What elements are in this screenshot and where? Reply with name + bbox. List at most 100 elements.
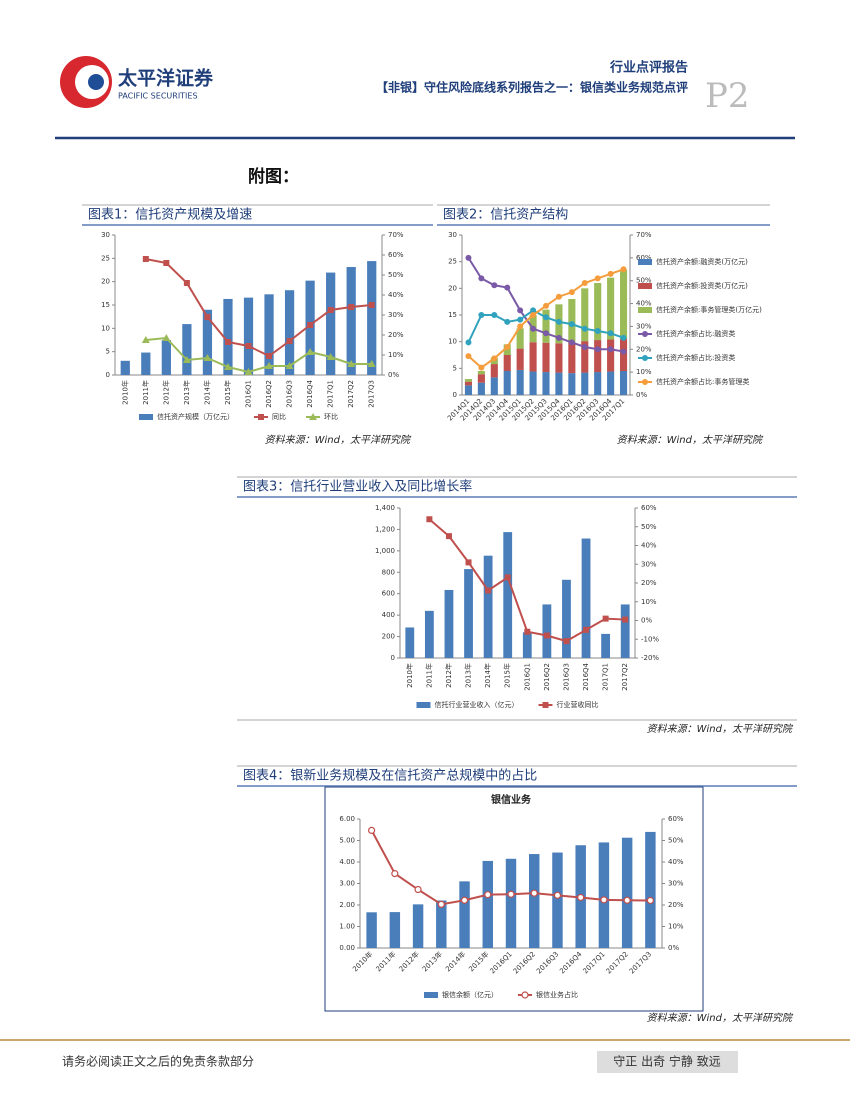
point — [517, 316, 524, 323]
chart-frame — [324, 786, 704, 1012]
point — [182, 356, 191, 363]
y2-tick-label: 0% — [668, 944, 679, 952]
y2-tick-label: 30% — [388, 311, 404, 319]
point — [622, 616, 629, 623]
y2-tick-label: -10% — [641, 635, 659, 643]
x-tick-label: 2013年 — [182, 380, 191, 405]
page-number: P2 — [705, 76, 750, 116]
bar — [284, 290, 295, 375]
bar — [483, 555, 493, 658]
y2-tick-label: 20% — [388, 331, 404, 339]
line — [428, 518, 626, 643]
point — [568, 321, 575, 328]
x-tick-label: 2010年 — [351, 949, 375, 973]
point — [543, 314, 549, 321]
y-tick-label: 0 — [106, 371, 110, 379]
x-tick-label: 2017Q2 — [347, 380, 355, 408]
point — [594, 328, 601, 334]
y-tick-label: 15 — [448, 311, 457, 319]
point — [141, 336, 150, 343]
bar — [607, 339, 615, 372]
bar — [542, 342, 550, 373]
y2-tick-label: -20% — [641, 654, 659, 662]
bar — [405, 627, 415, 658]
point — [203, 354, 212, 361]
x-tick-label: 2015年 — [503, 663, 512, 688]
legend-label: 环比 — [324, 412, 338, 421]
x-tick-label: 2013年 — [420, 949, 444, 973]
bar — [464, 385, 473, 395]
legend-label: 信托资产余额:融资类(万亿元) — [656, 257, 748, 266]
legend-swatch — [139, 414, 153, 420]
x-tick-label: 2017Q1 — [581, 950, 606, 975]
point — [620, 334, 627, 341]
x-tick-label: 2015年 — [223, 380, 232, 405]
point — [555, 293, 562, 300]
x-tick-label: 2014年 — [202, 380, 211, 405]
bar — [620, 604, 630, 658]
point — [543, 330, 549, 337]
bar — [366, 912, 377, 948]
bar — [516, 348, 524, 370]
bar — [503, 532, 513, 658]
point — [245, 343, 252, 349]
bar — [562, 579, 571, 658]
point — [594, 275, 601, 282]
y2-tick-label: 50% — [636, 277, 652, 285]
bar — [555, 343, 563, 373]
line — [145, 258, 372, 358]
point — [348, 304, 355, 310]
point — [368, 302, 375, 308]
bar — [464, 381, 473, 386]
chart-source: 资料来源：Wind，太平洋研究院 — [647, 723, 794, 735]
x-tick-label: 2017Q1 — [327, 380, 335, 408]
x-tick-label: 2013年 — [464, 663, 473, 688]
y-tick-label: 20 — [101, 278, 110, 286]
y2-tick-label: 30% — [636, 322, 652, 330]
point — [517, 323, 524, 330]
x-tick-label: 2016Q2 — [265, 380, 273, 408]
point — [485, 587, 492, 594]
x-tick-label: 2017Q1 — [602, 663, 610, 691]
x-tick-label: 2012年 — [444, 663, 453, 688]
y-tick-label: 10 — [448, 338, 457, 346]
y-tick-label: 600 — [382, 590, 395, 598]
bar — [477, 371, 485, 375]
legend-label: 行业营收同比 — [557, 700, 599, 709]
bar — [182, 324, 192, 375]
legend-swatch — [638, 307, 652, 313]
point — [600, 896, 608, 904]
point — [445, 533, 452, 540]
point — [543, 302, 549, 309]
bar — [594, 372, 602, 395]
logo — [60, 56, 112, 108]
bar — [568, 373, 576, 395]
bar — [464, 569, 473, 658]
point — [620, 266, 627, 273]
point — [504, 574, 511, 581]
x-tick-label: 2016Q1 — [245, 380, 253, 408]
x-tick-label: 2014年 — [483, 663, 492, 688]
bar — [516, 328, 524, 349]
x-tick-label: 2016Q2 — [543, 663, 551, 691]
point — [244, 368, 253, 375]
point — [607, 270, 614, 277]
x-tick-label: 2017Q2 — [621, 663, 629, 691]
point — [327, 307, 334, 313]
point — [478, 312, 485, 318]
y-tick-label: 0.00 — [339, 944, 355, 952]
bar — [619, 371, 628, 395]
bar — [223, 298, 233, 375]
legend-swatch — [542, 702, 549, 708]
chart-caption: 图表3：信托行业营业收入及同比增长率 — [243, 479, 472, 495]
y2-tick-label: 0% — [636, 391, 647, 399]
bar — [141, 352, 151, 375]
y2-tick-label: 60% — [641, 504, 657, 512]
legend-label: 同比 — [272, 412, 286, 421]
y-tick-label: 200 — [382, 633, 395, 641]
x-tick-label: 2016Q3 — [562, 663, 570, 691]
point — [307, 322, 314, 328]
chart-caption: 图表2：信托资产结构 — [443, 208, 568, 223]
legend-swatch — [638, 259, 652, 265]
chart-caption: 图表1：信托资产规模及增速 — [88, 208, 252, 223]
